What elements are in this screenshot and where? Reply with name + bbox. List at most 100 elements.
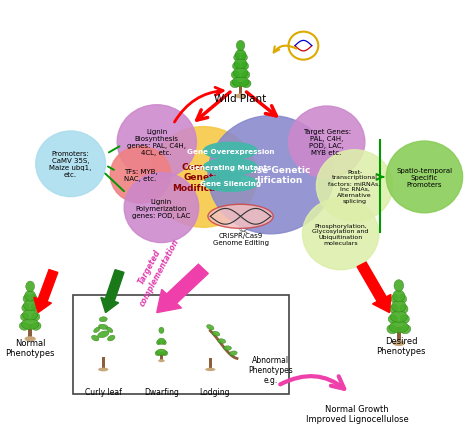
Ellipse shape bbox=[390, 304, 398, 313]
Ellipse shape bbox=[24, 300, 37, 311]
Circle shape bbox=[302, 198, 379, 270]
Ellipse shape bbox=[156, 340, 161, 345]
Text: Generating Mutants: Generating Mutants bbox=[189, 165, 272, 170]
Ellipse shape bbox=[387, 325, 397, 334]
Text: Lodging: Lodging bbox=[200, 387, 230, 396]
Circle shape bbox=[386, 142, 463, 213]
FancyArrow shape bbox=[101, 270, 124, 313]
Text: Promoters:
CaMV 35S,
Maize ubq1,
etc.: Promoters: CaMV 35S, Maize ubq1, etc. bbox=[49, 151, 92, 178]
Ellipse shape bbox=[21, 319, 39, 330]
Text: Curly leaf: Curly leaf bbox=[85, 387, 122, 396]
Ellipse shape bbox=[26, 282, 35, 292]
Ellipse shape bbox=[241, 63, 249, 70]
Ellipse shape bbox=[234, 60, 247, 70]
Ellipse shape bbox=[25, 291, 36, 301]
Circle shape bbox=[110, 147, 171, 204]
FancyArrow shape bbox=[157, 265, 208, 313]
Text: Normal Growth
Improved Lignocellulose: Normal Growth Improved Lignocellulose bbox=[306, 403, 408, 423]
Ellipse shape bbox=[389, 321, 409, 333]
Ellipse shape bbox=[394, 280, 404, 292]
Ellipse shape bbox=[388, 315, 398, 324]
Ellipse shape bbox=[25, 336, 36, 342]
Ellipse shape bbox=[235, 50, 246, 60]
Ellipse shape bbox=[108, 336, 115, 341]
Ellipse shape bbox=[234, 54, 240, 61]
Ellipse shape bbox=[31, 294, 37, 302]
Text: Lignin
Polymerization
genes: POD, LAC: Lignin Polymerization genes: POD, LAC bbox=[132, 198, 191, 218]
Text: Spatio-temporal
Specific
Promoters: Spatio-temporal Specific Promoters bbox=[396, 168, 453, 187]
Ellipse shape bbox=[392, 341, 405, 346]
Ellipse shape bbox=[203, 175, 257, 192]
Circle shape bbox=[289, 107, 365, 178]
Ellipse shape bbox=[400, 304, 408, 313]
Text: Lignin
Biosynthesis
genes: PAL, C4H,
4CL, etc.: Lignin Biosynthesis genes: PAL, C4H, 4CL… bbox=[128, 129, 186, 156]
Text: Target Genes:
PAL, C4H,
POD, LAC,
MYB etc.: Target Genes: PAL, C4H, POD, LAC, MYB et… bbox=[302, 129, 351, 156]
Ellipse shape bbox=[98, 368, 109, 371]
Text: Normal
Phenotypes: Normal Phenotypes bbox=[5, 338, 55, 357]
Ellipse shape bbox=[32, 322, 41, 331]
Ellipse shape bbox=[233, 63, 240, 70]
Ellipse shape bbox=[203, 143, 257, 159]
Circle shape bbox=[124, 173, 199, 243]
Ellipse shape bbox=[159, 328, 164, 334]
FancyBboxPatch shape bbox=[73, 295, 290, 394]
Ellipse shape bbox=[242, 72, 250, 79]
Text: Desired
Phenotypes: Desired Phenotypes bbox=[376, 336, 426, 355]
Ellipse shape bbox=[231, 72, 239, 79]
FancyArrow shape bbox=[34, 270, 58, 313]
Ellipse shape bbox=[223, 346, 231, 350]
Ellipse shape bbox=[391, 294, 398, 303]
Ellipse shape bbox=[22, 304, 29, 311]
Text: Precise Genetic
Modification: Precise Genetic Modification bbox=[231, 166, 310, 185]
Text: Phosphorylation,
Glycosylation and
Ubiquitination
moleculars: Phosphorylation, Glycosylation and Ubiqu… bbox=[312, 223, 369, 245]
Bar bbox=[102, 357, 105, 370]
Ellipse shape bbox=[31, 304, 38, 311]
Ellipse shape bbox=[391, 311, 407, 323]
Ellipse shape bbox=[155, 351, 161, 356]
Circle shape bbox=[150, 127, 257, 228]
Ellipse shape bbox=[232, 78, 249, 88]
Circle shape bbox=[117, 106, 196, 180]
Ellipse shape bbox=[237, 41, 245, 52]
Ellipse shape bbox=[157, 339, 165, 345]
Bar bbox=[28, 324, 32, 339]
Text: Wild Plant: Wild Plant bbox=[214, 94, 267, 104]
FancyArrow shape bbox=[357, 262, 391, 313]
Ellipse shape bbox=[400, 315, 410, 324]
Ellipse shape bbox=[94, 327, 100, 333]
Text: TFs: MYB,
NAC, etc.: TFs: MYB, NAC, etc. bbox=[124, 169, 157, 182]
Ellipse shape bbox=[208, 205, 273, 229]
Ellipse shape bbox=[91, 336, 99, 341]
Ellipse shape bbox=[400, 294, 407, 303]
Ellipse shape bbox=[98, 331, 109, 338]
Ellipse shape bbox=[23, 294, 29, 302]
Ellipse shape bbox=[162, 340, 166, 345]
Text: Post-
transcriptional
factors: miRNAs,
Inc RNAs,
Alternative
splicing: Post- transcriptional factors: miRNAs, I… bbox=[328, 170, 381, 203]
Ellipse shape bbox=[19, 322, 29, 331]
Ellipse shape bbox=[233, 68, 248, 78]
Ellipse shape bbox=[212, 332, 220, 336]
Ellipse shape bbox=[156, 349, 166, 355]
Text: Gene Overexpression: Gene Overexpression bbox=[187, 148, 274, 154]
Bar bbox=[209, 359, 212, 370]
Ellipse shape bbox=[207, 325, 214, 330]
Circle shape bbox=[317, 150, 393, 222]
Bar bbox=[239, 82, 242, 97]
Ellipse shape bbox=[162, 351, 168, 356]
Ellipse shape bbox=[22, 310, 38, 320]
Circle shape bbox=[36, 132, 106, 197]
Ellipse shape bbox=[99, 317, 107, 322]
Ellipse shape bbox=[241, 54, 247, 61]
Text: Dwarfing: Dwarfing bbox=[144, 387, 179, 396]
Circle shape bbox=[289, 32, 319, 60]
Ellipse shape bbox=[230, 81, 239, 88]
Ellipse shape bbox=[20, 313, 29, 321]
Circle shape bbox=[208, 117, 334, 234]
Bar bbox=[160, 352, 163, 361]
Text: Abnormal
Phenotypes
e.g.: Abnormal Phenotypes e.g. bbox=[248, 355, 293, 385]
Text: Targeted
complementation: Targeted complementation bbox=[128, 232, 181, 307]
Ellipse shape bbox=[242, 81, 251, 88]
Ellipse shape bbox=[392, 301, 406, 312]
Text: CRISPR/Cas9
Genome Editing: CRISPR/Cas9 Genome Editing bbox=[212, 232, 269, 245]
Ellipse shape bbox=[401, 325, 411, 334]
